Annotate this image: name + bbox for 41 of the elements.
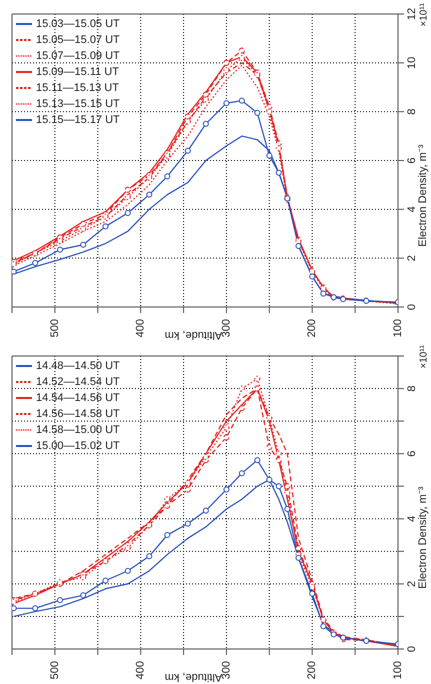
y-axis-title: Electron Density, m⁻³ xyxy=(417,486,430,589)
x-tick-label: 500 xyxy=(48,661,61,680)
legend-label: 14.56—14.58 UT xyxy=(36,408,120,420)
legend-label: 15.03—15.05 UT xyxy=(36,18,120,30)
text: ×10¹¹ xyxy=(418,344,430,369)
x-axis-title: Altitude, km xyxy=(164,329,222,341)
y-tick-label: 8 xyxy=(406,108,418,115)
x-tick-label: 100 xyxy=(392,661,404,680)
legend-label: 14.54—14.56 UT xyxy=(36,392,120,404)
y-tick-label: 2 xyxy=(406,580,418,587)
legend-label: 14.58—15.00 UT xyxy=(36,424,120,436)
legend-label: 15.05—15.07 UT xyxy=(36,34,120,46)
x-tick-label: 200 xyxy=(306,319,318,338)
legend-label: 15.13—15.15 UT xyxy=(36,98,120,110)
legend-label: 15.00—15.02 UT xyxy=(36,440,120,452)
legend-label: 14.48—14.50 UT xyxy=(36,360,120,372)
text: ×10¹¹ xyxy=(418,2,430,27)
y-tick-label: 8 xyxy=(406,385,418,392)
x-tick-label: 300 xyxy=(220,319,232,338)
legend-label: 14.52—14.54 UT xyxy=(36,376,120,388)
x-tick-label: 400 xyxy=(134,319,147,338)
y-tick-label: 4 xyxy=(406,206,418,212)
y-tick-label: 4 xyxy=(406,516,418,522)
x-axis-title: Altitude, km xyxy=(164,671,222,683)
y-tick-label: 6 xyxy=(406,157,418,164)
legend-label: 15.15—15.17 UT xyxy=(36,114,120,126)
x-tick-label: 500 xyxy=(48,319,61,338)
y-tick-label: 2 xyxy=(406,255,418,262)
legend-label: 15.11—15.13 UT xyxy=(36,82,119,94)
x-tick-label: 400 xyxy=(134,661,147,680)
legend-label: 15.07—15.09 UT xyxy=(36,50,120,62)
y-tick-label: 12 xyxy=(406,8,418,20)
y-tick-label: 6 xyxy=(406,450,418,457)
legend-label: 15.09—15.11 UT xyxy=(36,66,119,78)
y-tick-label: 10 xyxy=(406,56,418,69)
y-tick-label: 0 xyxy=(406,646,418,652)
x-tick-label: 300 xyxy=(220,661,232,680)
x-tick-label: 200 xyxy=(306,661,318,680)
x-tick-label: 100 xyxy=(392,319,404,338)
y-tick-label: 0 xyxy=(406,304,418,310)
y-axis-title: Electron Density, m⁻³ xyxy=(417,144,430,247)
